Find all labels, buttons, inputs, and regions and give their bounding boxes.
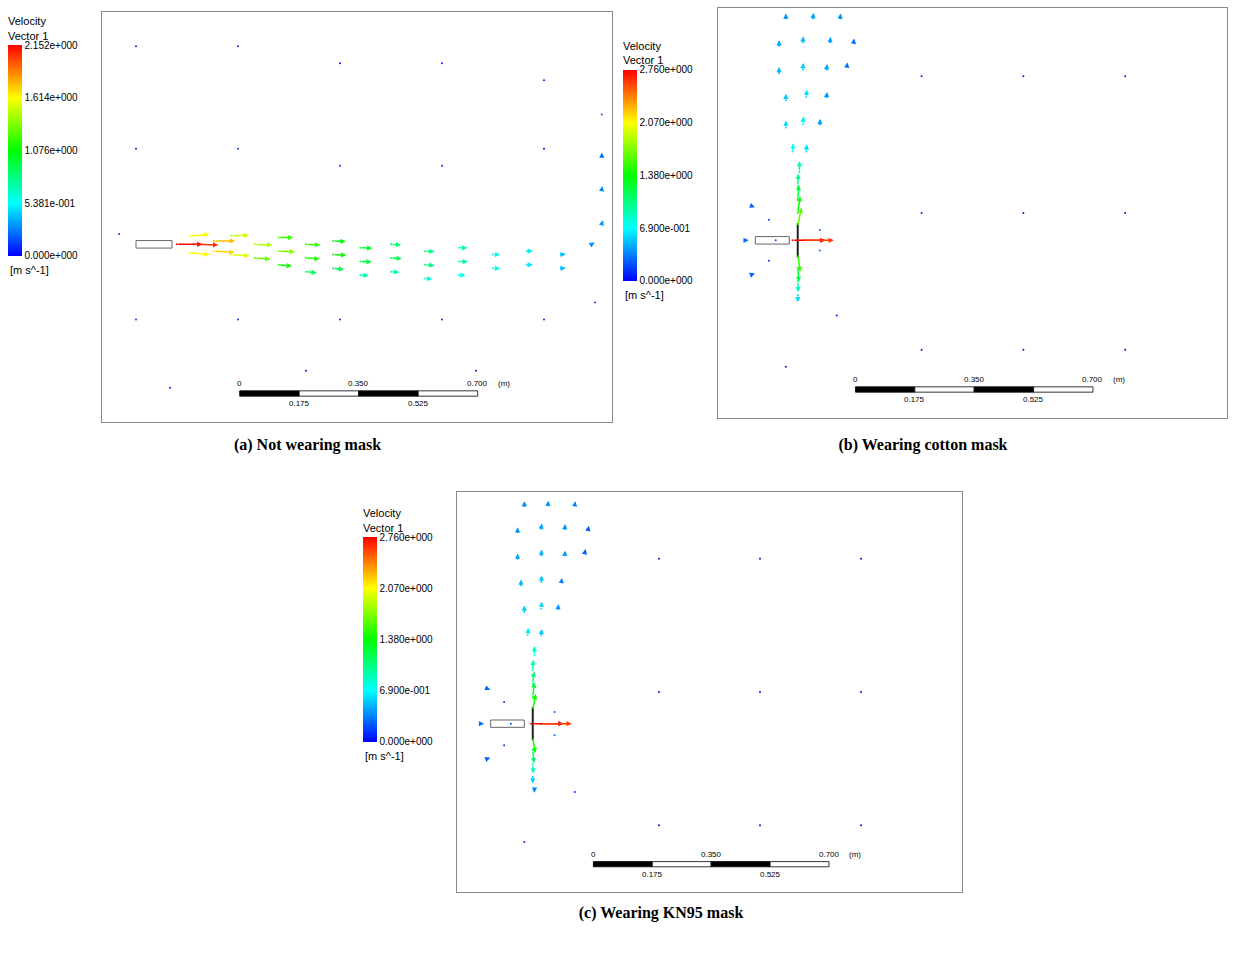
svg-text:0.525: 0.525 xyxy=(408,399,429,408)
svg-text:0.350: 0.350 xyxy=(964,375,985,384)
svg-text:[m s^-1]: [m s^-1] xyxy=(625,289,664,301)
svg-text:0.525: 0.525 xyxy=(760,870,781,879)
svg-text:(m): (m) xyxy=(498,379,510,388)
svg-text:0: 0 xyxy=(237,379,242,388)
svg-text:0.700: 0.700 xyxy=(467,379,488,388)
svg-text:0: 0 xyxy=(853,375,858,384)
svg-text:0.000e+000: 0.000e+000 xyxy=(640,275,694,286)
svg-text:VelocityVector 1: VelocityVector 1 xyxy=(623,40,663,66)
svg-text:6.900e-001: 6.900e-001 xyxy=(380,685,431,696)
svg-text:0.000e+000: 0.000e+000 xyxy=(25,250,79,261)
svg-text:2.070e+000: 2.070e+000 xyxy=(640,117,694,128)
svg-text:2.760e+000: 2.760e+000 xyxy=(640,64,694,75)
svg-text:0.350: 0.350 xyxy=(348,379,369,388)
svg-text:6.900e-001: 6.900e-001 xyxy=(640,223,691,234)
svg-text:(m): (m) xyxy=(1113,375,1125,384)
html-text:(a) Not wearing mask: (a) Not wearing mask xyxy=(234,436,381,453)
svg-text:0.350: 0.350 xyxy=(701,850,722,859)
svg-text:0.700: 0.700 xyxy=(1082,375,1103,384)
svg-text:1.076e+000: 1.076e+000 xyxy=(25,145,79,156)
svg-text:2.070e+000: 2.070e+000 xyxy=(380,583,434,594)
svg-text:0.700: 0.700 xyxy=(819,850,840,859)
svg-text:0.525: 0.525 xyxy=(1023,395,1044,404)
svg-text:2.152e+000: 2.152e+000 xyxy=(25,40,79,51)
svg-text:0.000e+000: 0.000e+000 xyxy=(380,736,434,747)
svg-text:VelocityVector 1: VelocityVector 1 xyxy=(8,15,48,41)
svg-text:(m): (m) xyxy=(849,850,861,859)
html-text:(b) Wearing cotton mask: (b) Wearing cotton mask xyxy=(838,436,1008,453)
svg-text:VelocityVector 1: VelocityVector 1 xyxy=(363,507,403,533)
svg-text:0.175: 0.175 xyxy=(904,395,925,404)
svg-text:1.380e+000: 1.380e+000 xyxy=(380,634,434,645)
svg-text:1.614e+000: 1.614e+000 xyxy=(25,92,79,103)
svg-text:1.380e+000: 1.380e+000 xyxy=(640,170,694,181)
svg-text:0.175: 0.175 xyxy=(289,399,310,408)
svg-text:0.175: 0.175 xyxy=(642,870,663,879)
svg-text:5.381e-001: 5.381e-001 xyxy=(25,198,76,209)
svg-text:2.760e+000: 2.760e+000 xyxy=(380,532,434,543)
svg-text:[m s^-1]: [m s^-1] xyxy=(365,750,404,762)
svg-text:[m s^-1]: [m s^-1] xyxy=(10,264,49,276)
svg-text:0: 0 xyxy=(591,850,596,859)
html-text:(c) Wearing KN95 mask: (c) Wearing KN95 mask xyxy=(578,904,744,921)
